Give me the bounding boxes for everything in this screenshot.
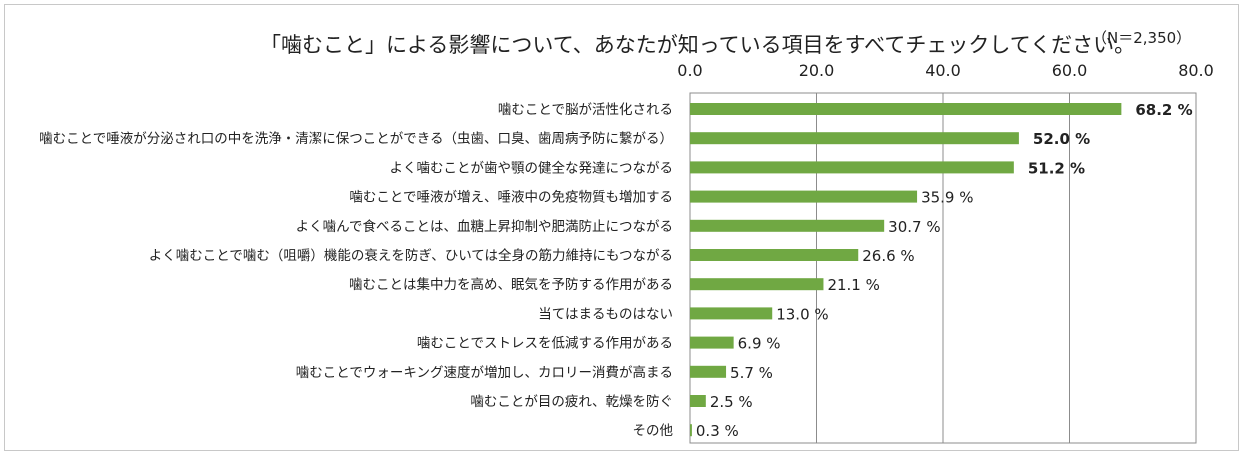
value-label: 26.6 %	[862, 247, 914, 265]
category-label: よく噛んで食べることは、血糖上昇抑制や肥満防止につながる	[296, 218, 673, 235]
x-tick-label: 0.0	[677, 61, 702, 80]
category-label: 当てはまるものはない	[538, 306, 673, 322]
category-label: 噛むことで唾液が分泌され口の中を洗浄・清潔に保つことができる（虫歯、口臭、歯周病…	[39, 131, 673, 147]
value-label: 35.9 %	[921, 189, 973, 207]
category-label: 噛むことは集中力を高め、眠気を予防する作用がある	[349, 276, 673, 293]
bar	[690, 395, 706, 407]
value-label: 21.1 %	[827, 276, 879, 294]
category-label: 噛むことが目の疲れ、乾燥を防ぐ	[470, 393, 673, 410]
bar	[690, 278, 824, 291]
plot-area-border	[689, 92, 1197, 444]
value-label: 6.9 %	[738, 335, 781, 353]
value-label: 5.7 %	[730, 364, 773, 382]
bar	[690, 219, 885, 232]
value-label: 30.7 %	[888, 218, 940, 236]
bar	[690, 365, 727, 378]
chart-title: 「噛むこと」による影響について、あなたが知っている項目をすべてチェックしてくださ…	[260, 33, 1136, 57]
x-tick-labels: 0.0 20.0 40.0 60.0 80.0	[677, 61, 1214, 80]
x-tick-label: 80.0	[1178, 61, 1214, 80]
category-label: その他	[633, 423, 674, 439]
value-label: 0.3 %	[696, 422, 739, 440]
bar	[690, 190, 918, 203]
value-labels: 68.2 % 52.0 % 51.2 % 35.9 % 30.7 % 26.6 % 21.1…	[696, 101, 1193, 440]
bar	[690, 249, 859, 261]
bar	[690, 132, 1019, 145]
x-tick-label: 60.0	[1052, 61, 1088, 80]
value-label: 51.2 %	[1028, 159, 1085, 177]
bar	[690, 307, 773, 320]
chart-frame: 「噛むこと」による影響について、あなたが知っている項目をすべてチェックしてくださ…	[4, 4, 1239, 451]
gridlines	[689, 92, 1197, 444]
bar	[690, 103, 1122, 115]
category-label: よく噛むことで噛む（咀嚼）機能の衰えを防ぎ、ひいては全身の筋力維持にもつながる	[149, 247, 673, 264]
bar	[690, 424, 692, 437]
value-label: 68.2 %	[1135, 101, 1192, 119]
category-label: 噛むことでウォーキング速度が増加し、カロリー消費が高まる	[296, 364, 673, 381]
category-labels: 噛むことで脳が活性化される噛むことで唾液が分泌され口の中を洗浄・清潔に保つことが…	[39, 102, 673, 439]
x-tick-label: 40.0	[925, 61, 961, 80]
category-label: 噛むことでストレスを低減する作用がある	[417, 335, 673, 352]
category-label: 噛むことで脳が活性化される	[498, 102, 673, 118]
value-label: 13.0 %	[776, 305, 828, 323]
category-label: よく噛むことが歯や顎の健全な発達につながる	[390, 159, 674, 176]
bar	[690, 336, 734, 349]
bars	[690, 103, 1122, 437]
value-label: 2.5 %	[710, 393, 753, 411]
category-label: 噛むことで唾液が増え、唾液中の免疫物質も増加する	[349, 190, 673, 206]
bar	[690, 161, 1014, 174]
sample-size-note: （N＝2,350）	[1092, 29, 1192, 47]
value-label: 52.0 %	[1033, 130, 1090, 148]
x-tick-label: 20.0	[799, 61, 835, 80]
